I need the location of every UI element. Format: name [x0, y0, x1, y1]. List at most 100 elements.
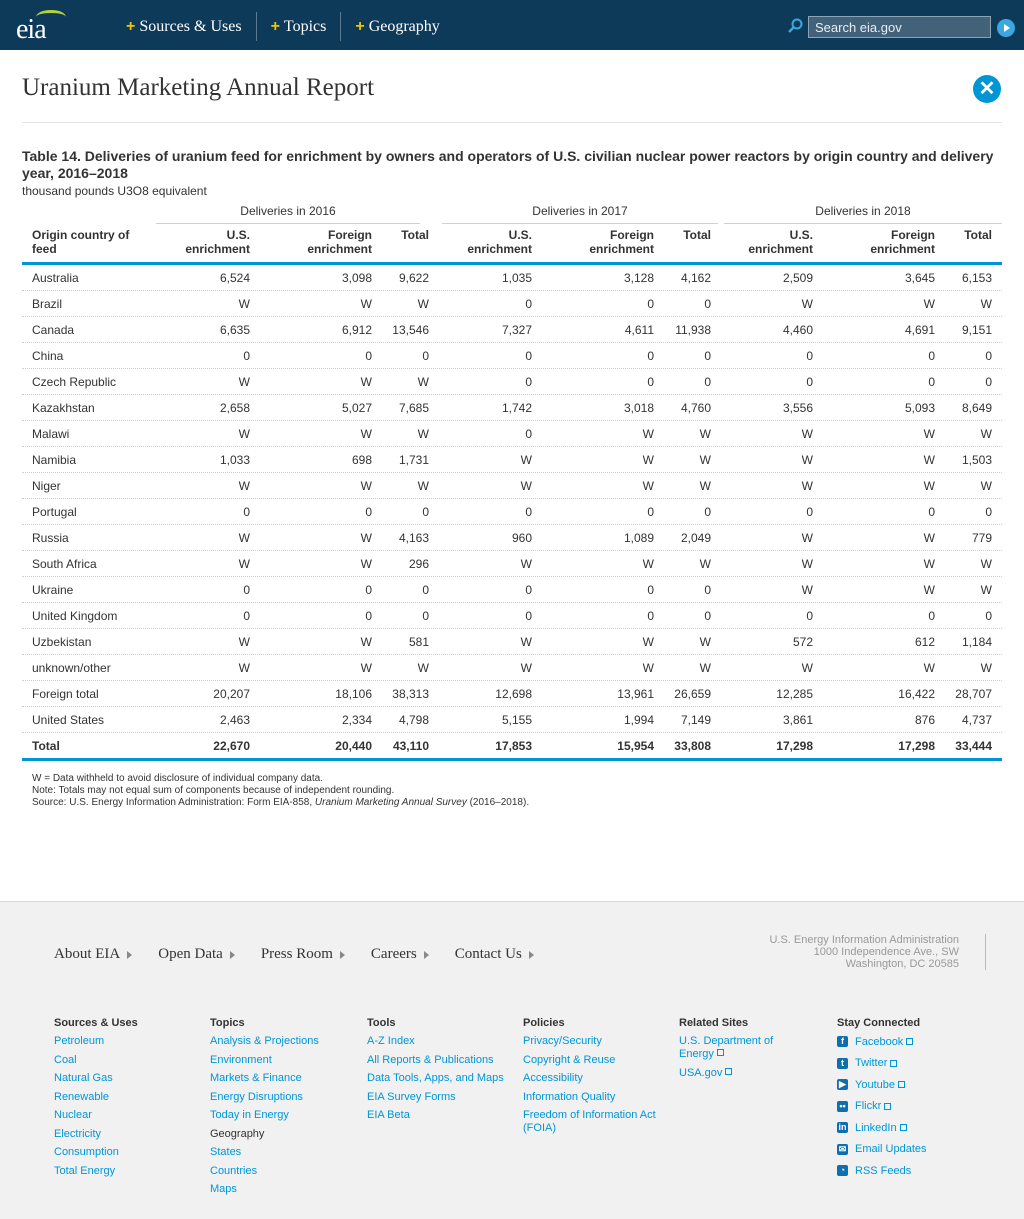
footer-item-label: Environment	[210, 1053, 272, 1066]
nav-sources-uses[interactable]: + Sources & Uses	[112, 12, 257, 41]
table-cell: W	[642, 453, 654, 467]
nav-geography[interactable]: + Geography	[341, 12, 453, 41]
table-cell: 0	[365, 609, 372, 623]
table-cell: W	[923, 453, 935, 467]
footer-item[interactable]: Analysis & Projections	[210, 1035, 350, 1048]
footer-item[interactable]: Maps	[210, 1183, 350, 1196]
footer-item[interactable]: All Reports & Publications	[367, 1054, 507, 1067]
table-cell: 7,149	[680, 713, 711, 727]
footer-item-label: All Reports & Publications	[367, 1053, 494, 1066]
social-link-youtube[interactable]: ▶ Youtube	[837, 1078, 977, 1091]
nav-label: Topics	[283, 17, 327, 35]
footer-item-label: States	[210, 1146, 242, 1158]
footer-item[interactable]: Countries	[210, 1165, 350, 1178]
footer-item-label: Total Energy	[54, 1164, 116, 1177]
social-link-facebook[interactable]: f Facebook	[837, 1035, 977, 1048]
table-cell: 2,049	[680, 531, 711, 545]
social-link-flickr[interactable]: •• Flickr	[837, 1100, 977, 1113]
table-cell: 33,444	[955, 739, 992, 753]
table-cell: 13,961	[617, 687, 654, 701]
search-input[interactable]	[808, 16, 991, 38]
footer-item[interactable]: Privacy/Security	[523, 1035, 663, 1048]
footer-item-label: Energy Disruptions	[210, 1090, 303, 1103]
footer-item[interactable]: Total Energy	[54, 1165, 194, 1178]
caret-right-icon	[339, 950, 345, 959]
footer-item[interactable]: Consumption	[54, 1146, 194, 1159]
footer-item[interactable]: U.S. Department of Energy	[679, 1035, 789, 1061]
social-link-rss-feeds[interactable]: ◔ RSS Feeds	[837, 1164, 977, 1177]
table-row: Niger W W W W W W W W W	[22, 473, 1002, 499]
footer-column-heading: Topics	[210, 1017, 245, 1029]
table-cell: 0	[365, 349, 372, 363]
close-button[interactable]: ✕	[973, 75, 1001, 103]
footer-column-heading: Stay Connected	[837, 1017, 921, 1029]
table-cell: 1,089	[623, 531, 654, 545]
footer-item[interactable]: Electricity	[54, 1128, 194, 1141]
footer-item[interactable]: Nuclear	[54, 1109, 194, 1122]
note-rounding: Note: Totals may not equal sum of compon…	[32, 785, 395, 796]
table-cell: 779	[971, 531, 992, 545]
footer-item[interactable]: Freedom of Information Act (FOIA)	[523, 1109, 663, 1135]
footer-item[interactable]: Data Tools, Apps, and Maps	[367, 1072, 507, 1085]
footer-item[interactable]: Renewable	[54, 1091, 194, 1104]
youtube-icon: ▶	[837, 1079, 848, 1090]
row-label: United States	[32, 713, 105, 727]
eia-logo[interactable]: eia	[16, 8, 66, 45]
table-cell: 11,938	[675, 323, 711, 337]
footer-item[interactable]: Environment	[210, 1054, 350, 1067]
nav-topics[interactable]: + Topics	[257, 12, 342, 41]
footer-link-open-data[interactable]: Open Data	[158, 946, 235, 963]
footer-link-contact-us[interactable]: Contact Us	[455, 946, 534, 963]
social-link-label: Flickr	[855, 1100, 882, 1112]
row-label: Total	[32, 739, 60, 753]
table-cell: 4,798	[398, 713, 429, 727]
note-source: Source: U.S. Energy Information Administ…	[32, 797, 529, 809]
nav-label: Geography	[368, 17, 440, 35]
table-cell: 0	[525, 505, 532, 519]
row-label: Russia	[32, 531, 69, 545]
row-label: Uzbekistan	[32, 635, 92, 649]
footer-item[interactable]: Information Quality	[523, 1091, 663, 1104]
footer-link-label: Contact Us	[454, 946, 522, 962]
footer-item[interactable]: Today in Energy	[210, 1109, 350, 1122]
table-cell: 38,313	[392, 687, 429, 701]
row-label: Australia	[32, 271, 79, 285]
column-header: Total	[683, 228, 711, 242]
footer-item[interactable]: States	[210, 1146, 350, 1159]
table-row: Czech Republic W W W 0 0 0 0 0 0	[22, 369, 1002, 395]
social-link-twitter[interactable]: t Twitter	[837, 1057, 977, 1070]
table-cell: W	[238, 375, 250, 389]
footer-item[interactable]: USA.gov	[679, 1067, 789, 1080]
social-link-linkedin[interactable]: in LinkedIn	[837, 1121, 977, 1134]
footer-item[interactable]: Accessibility	[523, 1072, 663, 1085]
footer-item[interactable]: Copyright & Reuse	[523, 1054, 663, 1067]
footer-item[interactable]: Markets & Finance	[210, 1072, 350, 1085]
table-row: Brazil W W W 0 0 0 W W W	[22, 291, 1002, 317]
footer-item[interactable]: Natural Gas	[54, 1072, 194, 1085]
table-cell: W	[801, 661, 813, 675]
search-icon[interactable]	[787, 18, 803, 34]
social-link-email-updates[interactable]: ✉ Email Updates	[837, 1143, 977, 1156]
column-header: Foreign enrichment	[589, 228, 654, 256]
footer-item[interactable]: A-Z Index	[367, 1035, 507, 1048]
footer-item-label: Coal	[54, 1053, 77, 1066]
footer-link-about-eia[interactable]: About EIA	[54, 946, 133, 963]
table-cell: 612	[914, 635, 935, 649]
column-header-line: Total	[683, 228, 711, 242]
footer-item[interactable]: Petroleum	[54, 1035, 194, 1048]
table-cell: 9,622	[398, 271, 429, 285]
table-cell: 0	[647, 297, 654, 311]
footer-item[interactable]: EIA Beta	[367, 1109, 507, 1122]
table-cell: 0	[806, 505, 813, 519]
search-submit-button[interactable]	[997, 19, 1015, 37]
footer-item[interactable]: Energy Disruptions	[210, 1091, 350, 1104]
linkedin-icon: in	[837, 1122, 848, 1133]
row-label: United Kingdom	[32, 609, 118, 623]
plus-icon: +	[355, 17, 365, 35]
footer-item[interactable]: Coal	[54, 1054, 194, 1067]
email-updates-icon: ✉	[837, 1143, 848, 1155]
footer-link-careers[interactable]: Careers	[371, 946, 429, 963]
footer-link-press-room[interactable]: Press Room	[261, 946, 345, 963]
footer-item[interactable]: EIA Survey Forms	[367, 1091, 507, 1104]
footer-item: Geography	[210, 1128, 350, 1141]
